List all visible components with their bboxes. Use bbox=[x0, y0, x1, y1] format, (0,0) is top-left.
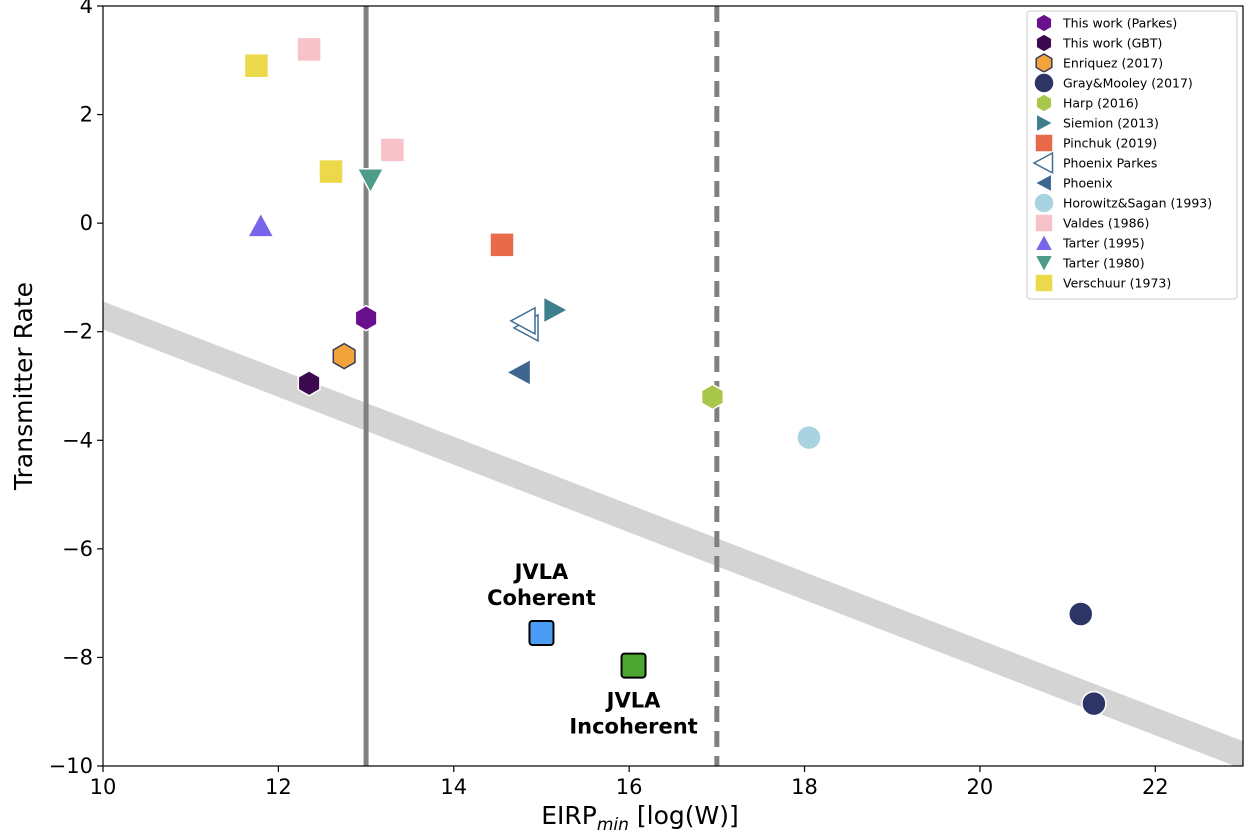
legend-label-11: Tarter (1995) bbox=[1062, 236, 1145, 251]
jvla-marker-1 bbox=[620, 652, 647, 679]
legend-marker-5 bbox=[1035, 112, 1055, 134]
x-tick-label: 16 bbox=[616, 775, 643, 799]
x-tick-label: 22 bbox=[1142, 775, 1169, 799]
legend-marker-1 bbox=[1035, 33, 1053, 53]
data-point-s6-p0 bbox=[489, 232, 515, 258]
legend-marker-2 bbox=[1035, 53, 1053, 73]
x-axis-title: EIRPmin [log(W)] bbox=[541, 801, 738, 834]
y-tick-label: 0 bbox=[80, 211, 93, 235]
data-point-s10-p1 bbox=[379, 137, 406, 163]
x-tick-label: 10 bbox=[90, 775, 117, 799]
data-point-s3-p0 bbox=[1068, 601, 1094, 627]
data-point-s13-p1 bbox=[318, 158, 344, 185]
legend-marker-13 bbox=[1034, 273, 1054, 293]
legend-label-4: Harp (2016) bbox=[1063, 96, 1139, 111]
data-point-s10-p0 bbox=[296, 36, 322, 63]
x-tick-label: 12 bbox=[265, 775, 292, 799]
legend-label-6: Pinchuk (2019) bbox=[1063, 136, 1157, 151]
y-tick-label: −10 bbox=[49, 754, 93, 778]
legend-marker-6 bbox=[1034, 133, 1054, 153]
jvla-annotation-0-line-0: JVLA bbox=[513, 560, 569, 584]
legend-marker-0 bbox=[1035, 13, 1053, 33]
y-tick-label: −4 bbox=[62, 428, 93, 452]
data-point-s8-p0 bbox=[504, 358, 532, 387]
legend-marker-10 bbox=[1034, 213, 1054, 233]
legend-marker-12 bbox=[1033, 254, 1055, 274]
data-point-s3-p1 bbox=[1081, 690, 1107, 717]
legend-marker-9 bbox=[1033, 192, 1055, 214]
y-tick-label: −2 bbox=[62, 320, 93, 344]
y-tick-label: −6 bbox=[62, 537, 93, 561]
data-point-s7-p0 bbox=[509, 306, 536, 336]
legend-label-5: Siemion (2013) bbox=[1063, 116, 1159, 131]
legend-marker-4 bbox=[1035, 93, 1053, 113]
data-point-s5-p0 bbox=[542, 295, 570, 325]
plot-frame bbox=[102, 5, 1244, 767]
data-point-s4-p0 bbox=[700, 383, 725, 411]
legend-label-3: Gray&Mooley (2017) bbox=[1063, 76, 1193, 91]
y-tick-label: −8 bbox=[62, 645, 93, 669]
legend-label-0: This work (Parkes) bbox=[1062, 16, 1177, 31]
y-tick-label: 4 bbox=[80, 0, 93, 18]
x-axis-title-main: EIRP bbox=[541, 801, 597, 830]
jvla-marker-0 bbox=[528, 620, 555, 646]
x-tick-label: 20 bbox=[967, 775, 994, 799]
legend-label-13: Verschuur (1973) bbox=[1063, 276, 1171, 291]
x-axis-title-suffix: [log(W)] bbox=[629, 801, 739, 830]
data-point-s13-p0 bbox=[243, 52, 270, 79]
legend-label-8: Phoenix bbox=[1063, 176, 1113, 191]
x-axis-title-sub: min bbox=[597, 815, 629, 834]
legend-label-10: Valdes (1986) bbox=[1063, 216, 1149, 231]
legend-label-12: Tarter (1980) bbox=[1062, 256, 1145, 271]
x-tick-label: 18 bbox=[791, 775, 818, 799]
data-point-s1-p0 bbox=[297, 369, 321, 397]
legend-marker-11 bbox=[1033, 232, 1055, 252]
legend-marker-7 bbox=[1032, 151, 1054, 175]
legend-marker-8 bbox=[1033, 172, 1053, 194]
y-tick-label: 2 bbox=[80, 103, 93, 127]
legend-label-1: This work (GBT) bbox=[1062, 36, 1162, 51]
legend-label-2: Enriquez (2017) bbox=[1063, 56, 1163, 71]
data-point-s2-p0 bbox=[332, 342, 356, 370]
data-point-s11-p0 bbox=[246, 211, 276, 238]
y-axis-title: Transmitter Rate bbox=[9, 282, 38, 491]
x-tick-label: 14 bbox=[440, 775, 467, 799]
data-point-s9-p0 bbox=[796, 424, 822, 451]
legend-label-9: Horowitz&Sagan (1993) bbox=[1063, 196, 1212, 211]
legend-box bbox=[1026, 10, 1238, 300]
jvla-annotation-1-line-0: JVLA bbox=[605, 689, 661, 713]
legend-marker-3 bbox=[1033, 72, 1055, 94]
data-point-s12-p0 bbox=[356, 167, 385, 195]
sensitivity-band bbox=[103, 301, 1243, 766]
legend-label-7: Phoenix Parkes bbox=[1063, 156, 1157, 171]
data-point-s0-p0 bbox=[354, 304, 378, 332]
jvla-annotation-0-line-1: Coherent bbox=[487, 586, 596, 610]
jvla-annotation-1-line-1: Incoherent bbox=[569, 715, 697, 739]
